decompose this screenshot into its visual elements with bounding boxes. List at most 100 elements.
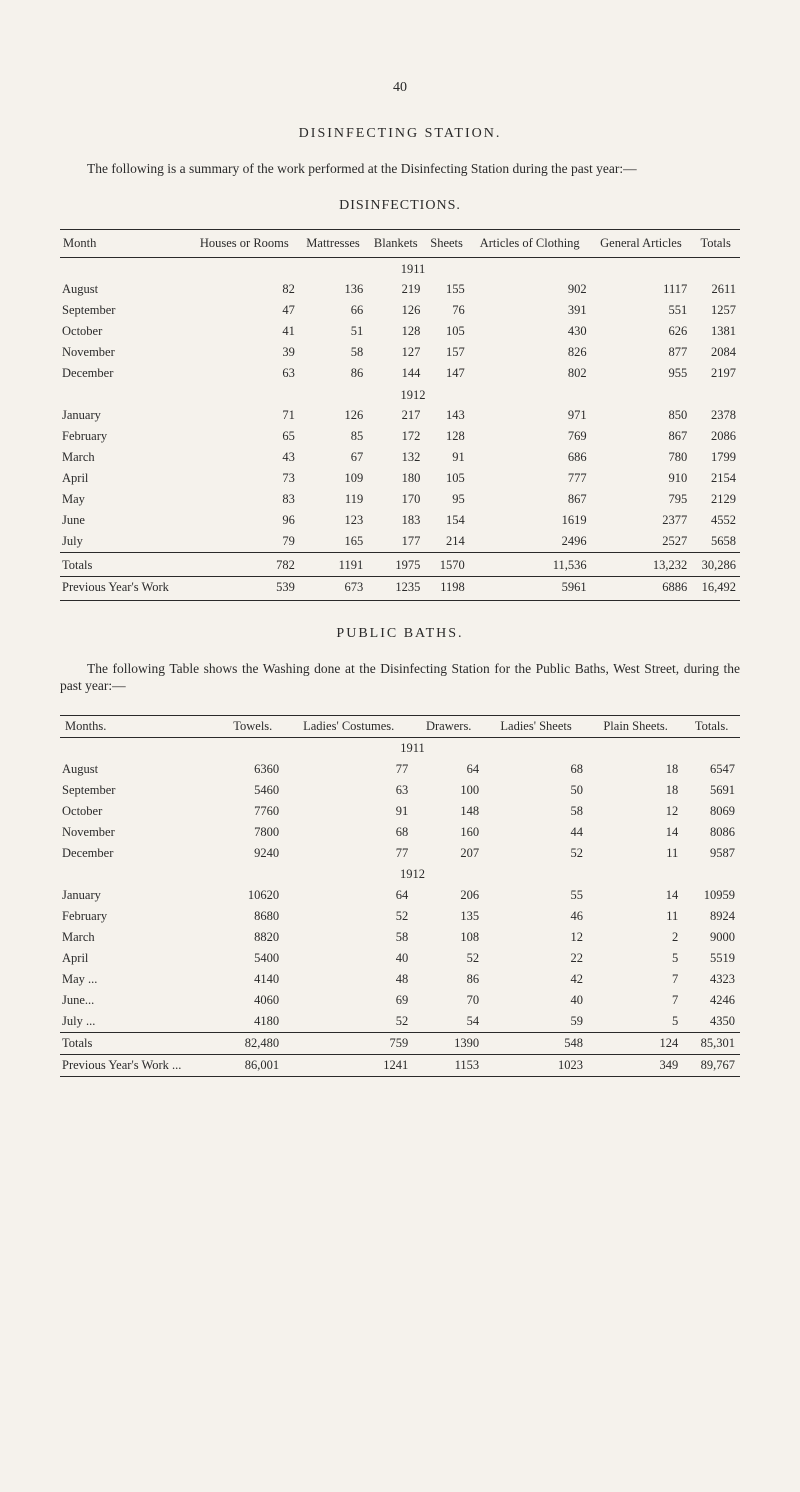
- col2-months: Months.: [60, 715, 221, 737]
- cell: 1198: [424, 576, 468, 600]
- cell: 7: [588, 990, 683, 1011]
- cell: 68: [284, 822, 413, 843]
- cell: 780: [591, 447, 692, 468]
- row-month: September: [60, 780, 221, 801]
- table-row: January711262171439718502378: [60, 405, 740, 426]
- table-row: February86805213546118924: [60, 906, 740, 927]
- year-label: 1912: [60, 864, 740, 885]
- cell: 95: [424, 489, 468, 510]
- cell: 91: [284, 801, 413, 822]
- cell: 782: [190, 552, 299, 576]
- cell: 66: [299, 300, 367, 321]
- cell: 82,480: [221, 1032, 284, 1054]
- row-month: June: [60, 510, 190, 531]
- cell: 135: [413, 906, 484, 927]
- cell: 18: [588, 780, 683, 801]
- section1-intro: The following is a summary of the work p…: [60, 160, 740, 178]
- cell: 626: [591, 321, 692, 342]
- cell: 52: [413, 948, 484, 969]
- cell: 40: [484, 990, 588, 1011]
- row-month: July: [60, 531, 190, 553]
- cell: 5691: [683, 780, 740, 801]
- row-month: August: [60, 759, 221, 780]
- cell: 124: [588, 1032, 683, 1054]
- cell: 9587: [683, 843, 740, 864]
- cell: 1619: [469, 510, 591, 531]
- cell: 155: [424, 279, 468, 300]
- section1-subtitle: DISINFECTIONS.: [60, 198, 740, 214]
- cell: 105: [424, 321, 468, 342]
- row-month: February: [60, 426, 190, 447]
- cell: 850: [591, 405, 692, 426]
- cell: 105: [424, 468, 468, 489]
- cell: 214: [424, 531, 468, 553]
- col2-drawers: Drawers.: [413, 715, 484, 737]
- cell: 126: [299, 405, 367, 426]
- table-row: February65851721287698672086: [60, 426, 740, 447]
- col2-costumes: Ladies' Costumes.: [284, 715, 413, 737]
- cell: 14: [588, 885, 683, 906]
- cell: 52: [484, 843, 588, 864]
- table-row: July79165177214249625275658: [60, 531, 740, 553]
- cell: 5658: [691, 531, 740, 553]
- section1-title: DISINFECTING STATION.: [60, 126, 740, 142]
- cell: 902: [469, 279, 591, 300]
- cell: 10959: [683, 885, 740, 906]
- row-month: January: [60, 405, 190, 426]
- table-row: March8820581081229000: [60, 927, 740, 948]
- cell: 12: [588, 801, 683, 822]
- cell: 1257: [691, 300, 740, 321]
- cell: 68: [484, 759, 588, 780]
- row-month: September: [60, 300, 190, 321]
- cell: 52: [284, 906, 413, 927]
- row-month: December: [60, 363, 190, 384]
- cell: 42: [484, 969, 588, 990]
- cell: 2378: [691, 405, 740, 426]
- col2-plain-sheets: Plain Sheets.: [588, 715, 683, 737]
- table-row: April540040522255519: [60, 948, 740, 969]
- cell: 867: [469, 489, 591, 510]
- table-row: December92407720752119587: [60, 843, 740, 864]
- row-month: February: [60, 906, 221, 927]
- row-month: November: [60, 822, 221, 843]
- cell: 11: [588, 906, 683, 927]
- cell: 4323: [683, 969, 740, 990]
- row-month: November: [60, 342, 190, 363]
- cell: 910: [591, 468, 692, 489]
- cell: 82: [190, 279, 299, 300]
- cell: 5460: [221, 780, 284, 801]
- cell: 2086: [691, 426, 740, 447]
- table-row: October77609114858128069: [60, 801, 740, 822]
- cell: 83: [190, 489, 299, 510]
- table-row: November78006816044148086: [60, 822, 740, 843]
- cell: 686: [469, 447, 591, 468]
- row-month: March: [60, 927, 221, 948]
- cell: 58: [299, 342, 367, 363]
- table-row: September4766126763915511257: [60, 300, 740, 321]
- row-month: January: [60, 885, 221, 906]
- totals-row: Totals82,480759139054812485,301: [60, 1032, 740, 1054]
- row-label: Previous Year's Work: [60, 576, 190, 600]
- col-blankets: Blankets: [367, 229, 424, 257]
- cell: 47: [190, 300, 299, 321]
- cell: 89,767: [683, 1054, 740, 1076]
- cell: 1799: [691, 447, 740, 468]
- cell: 65: [190, 426, 299, 447]
- table-row: October41511281054306261381: [60, 321, 740, 342]
- cell: 13,232: [591, 552, 692, 576]
- table-row: March4367132916867801799: [60, 447, 740, 468]
- cell: 14: [588, 822, 683, 843]
- totals-row: Previous Year's Work53967312351198596168…: [60, 576, 740, 600]
- cell: 59: [484, 1011, 588, 1033]
- row-month: October: [60, 321, 190, 342]
- cell: 22: [484, 948, 588, 969]
- row-month: August: [60, 279, 190, 300]
- cell: 109: [299, 468, 367, 489]
- col2-totals: Totals.: [683, 715, 740, 737]
- cell: 802: [469, 363, 591, 384]
- cell: 48: [284, 969, 413, 990]
- section2-intro: The following Table shows the Washing do…: [60, 660, 740, 695]
- cell: 63: [284, 780, 413, 801]
- col-sheets: Sheets: [424, 229, 468, 257]
- row-label: Previous Year's Work ...: [60, 1054, 221, 1076]
